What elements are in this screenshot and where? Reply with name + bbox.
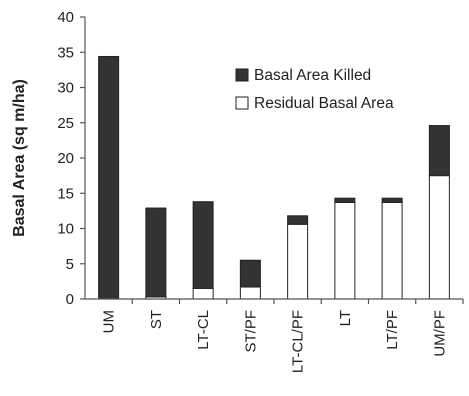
y-tick-label: 15 xyxy=(57,185,74,202)
legend-swatch-residual xyxy=(235,96,249,110)
y-tick-label: 30 xyxy=(57,80,74,97)
x-category-label: LT/PF xyxy=(384,310,401,350)
y-tick-label: 0 xyxy=(66,291,74,308)
bar-killed xyxy=(145,207,167,298)
y-tick-label: 5 xyxy=(66,256,74,273)
x-category-label: LT xyxy=(337,310,354,326)
legend-label-killed: Basal Area Killed xyxy=(254,67,371,84)
x-category-label: LT-CL xyxy=(195,310,212,350)
y-tick-label: 25 xyxy=(57,115,74,132)
x-category-label: UM/PF xyxy=(431,310,448,357)
bar-residual xyxy=(428,175,450,300)
y-axis-ticks: 0 5 10 15 20 25 30 35 40 xyxy=(57,9,85,308)
bar-killed xyxy=(192,201,214,289)
bar-residual xyxy=(381,201,403,300)
x-category-label: ST/PF xyxy=(242,310,259,353)
y-tick-label: 20 xyxy=(57,150,74,167)
x-category-label: LT-CL/PF xyxy=(290,310,307,373)
legend-swatch-killed xyxy=(235,68,249,82)
y-tick-label: 10 xyxy=(57,221,74,238)
bar-residual xyxy=(192,287,214,300)
bar-residual xyxy=(239,286,261,300)
legend: Basal Area Killed Residual Basal Area xyxy=(235,67,394,112)
y-axis-title: Basal Area (sq m/ha) xyxy=(11,79,28,237)
bar-killed xyxy=(334,197,356,203)
bar-killed xyxy=(239,259,261,288)
bar-residual xyxy=(287,223,309,300)
y-tick-label: 35 xyxy=(57,44,74,61)
x-category-label: ST xyxy=(148,310,165,329)
bar-residual xyxy=(334,201,356,300)
bar-killed xyxy=(98,55,120,300)
legend-label-residual: Residual Basal Area xyxy=(254,95,394,112)
x-axis-category-labels: UM ST LT-CL ST/PF LT-CL/PF LT LT/PF UM/PF xyxy=(101,299,464,373)
y-tick-label: 40 xyxy=(57,9,74,26)
x-category-label: UM xyxy=(101,310,118,333)
bar-killed xyxy=(381,197,403,203)
bar-killed xyxy=(287,215,309,225)
bars xyxy=(98,55,450,300)
bar-killed xyxy=(428,125,450,177)
